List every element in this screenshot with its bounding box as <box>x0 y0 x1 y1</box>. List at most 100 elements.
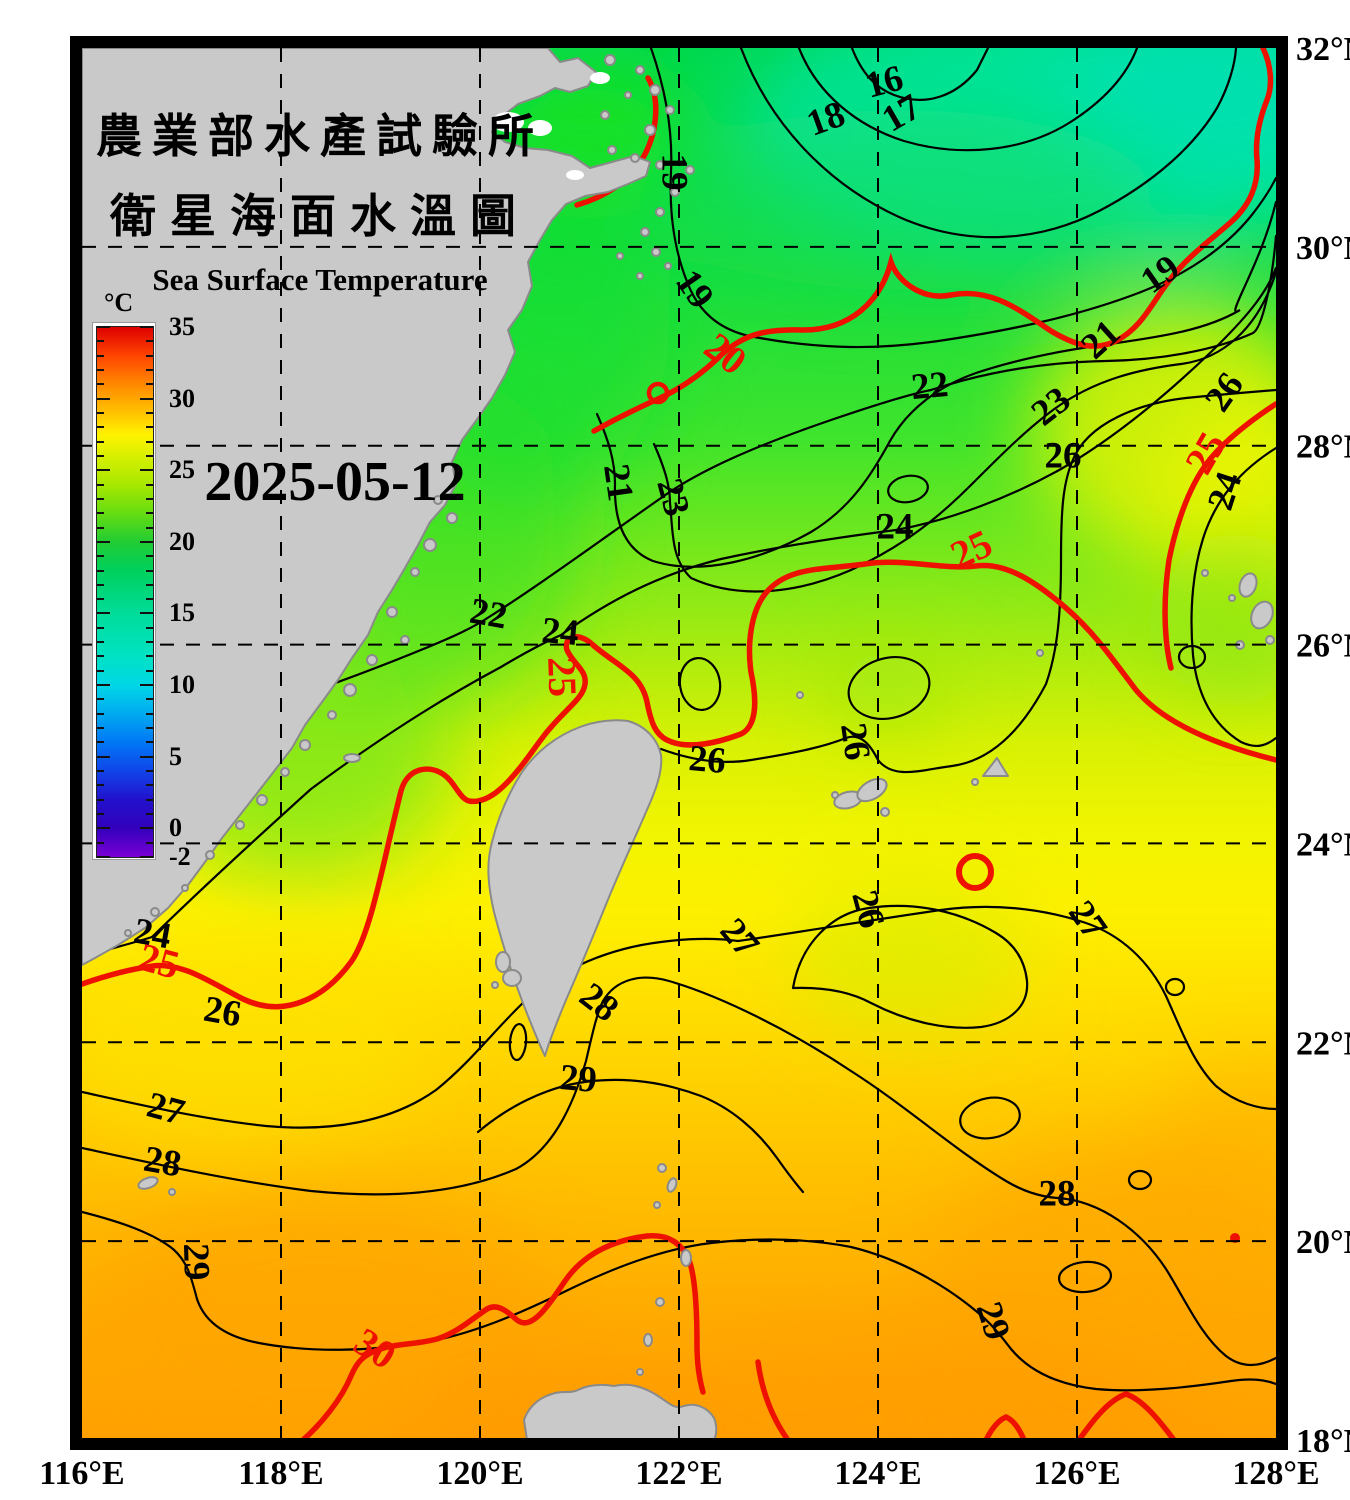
colorbar-tick-label-35: 35 <box>169 312 195 341</box>
temperature-colorbar: °C 35 30 25 20 15 10 5 0 -2 <box>92 288 195 871</box>
colorbar-tick <box>146 440 153 443</box>
colorbar-tick-label-5: 5 <box>169 741 182 771</box>
colorbar-tick <box>146 583 153 586</box>
colorbar-tick <box>97 641 104 644</box>
lon-label-122: 122°E <box>635 1455 722 1492</box>
isotherm-label-26: 26 <box>201 989 245 1036</box>
isotherm-label-22: 22 <box>910 364 950 408</box>
land-masses <box>82 48 1275 1440</box>
isotherm-label-29: 29 <box>175 1243 217 1281</box>
colorbar-tick <box>97 326 110 328</box>
isotherm-label-21: 21 <box>595 461 641 503</box>
lon-label-116: 116°E <box>39 1455 124 1492</box>
colorbar-tick <box>146 383 153 386</box>
colorbar-tick <box>97 712 104 715</box>
lat-label-32: 32°N <box>1296 31 1350 68</box>
colorbar-tick <box>97 540 110 543</box>
colorbar-tick <box>140 612 153 615</box>
colorbar-tick <box>97 856 110 858</box>
lon-label-128: 128°E <box>1232 1455 1319 1492</box>
colorbar-tick-label-30: 30 <box>169 383 195 413</box>
lon-label-124: 124°E <box>834 1455 921 1492</box>
lat-label-24: 24°N <box>1296 826 1350 863</box>
lat-label-26: 26°N <box>1296 628 1350 665</box>
axis-label-layer: 32°N 30°N 28°N 26°N 24°N 22°N 20°N 18°N 116°E 118… <box>39 31 1350 1492</box>
colorbar-tick <box>97 626 104 629</box>
colorbar-frame: 35 30 25 20 15 10 5 0 -2 <box>92 312 195 871</box>
isotherm-label-28: 28 <box>1039 1173 1076 1214</box>
colorbar-tick <box>97 469 110 472</box>
colorbar-tick <box>146 483 153 486</box>
colorbar-tick <box>146 497 153 500</box>
colorbar-tick <box>146 340 153 343</box>
colorbar-tick-label-20: 20 <box>169 526 195 556</box>
colorbar-tick <box>146 770 153 773</box>
colorbar-unit-label: °C <box>104 288 134 317</box>
lon-label-126: 126°E <box>1033 1455 1120 1492</box>
colorbar-tick <box>146 598 153 601</box>
lon-label-120: 120°E <box>436 1455 523 1492</box>
colorbar-tick <box>97 440 104 443</box>
colorbar-tick <box>97 368 104 371</box>
colorbar-tick <box>146 569 153 572</box>
isotherm-label-26: 26 <box>1045 435 1082 476</box>
colorbar-tick <box>146 698 153 701</box>
colorbar-tick <box>146 626 153 629</box>
colorbar-tick <box>97 569 104 572</box>
colorbar-tick <box>97 698 104 701</box>
colorbar-tick <box>146 655 153 658</box>
colorbar-tick <box>140 755 153 758</box>
lat-label-30: 30°N <box>1296 230 1350 267</box>
isotherm-label-24: 24 <box>540 610 580 654</box>
graticule-gridlines <box>82 48 1276 1440</box>
colorbar-tick <box>146 841 153 844</box>
colorbar-tick <box>146 512 153 515</box>
no-data-patches <box>492 72 610 180</box>
isotherm-label-29: 29 <box>558 1057 598 1101</box>
colorbar-tick <box>140 827 153 830</box>
colorbar-tick <box>140 469 153 472</box>
lat-label-20: 20°N <box>1296 1224 1350 1261</box>
colorbar-tick <box>97 784 104 787</box>
colorbar-tick <box>146 555 153 558</box>
isotherm-label-26: 26 <box>687 738 727 782</box>
colorbar-tick <box>97 612 110 615</box>
colorbar-tick <box>97 813 104 816</box>
colorbar-tick <box>97 526 104 529</box>
colorbar-tick <box>146 741 153 744</box>
colorbar-tick <box>146 526 153 529</box>
map-title-english: Sea Surface Temperature <box>152 262 488 297</box>
taiwan-island <box>487 719 663 1057</box>
colorbar-tick <box>146 784 153 787</box>
colorbar-tick <box>97 426 104 429</box>
colorbar-tick <box>97 397 110 400</box>
lat-label-28: 28°N <box>1296 429 1350 466</box>
colorbar-tick <box>146 426 153 429</box>
black-isotherm-contours <box>82 48 1276 1392</box>
colorbar-gradient: 35 30 25 20 15 10 5 0 -2 <box>96 312 195 871</box>
colorbar-tick <box>140 397 153 400</box>
isotherm-label-24: 24 <box>877 506 914 547</box>
colorbar-tick-label-25: 25 <box>169 455 195 485</box>
colorbar-tick <box>97 497 104 500</box>
colorbar-tick <box>97 340 104 343</box>
colorbar-tick <box>97 741 104 744</box>
colorbar-tick <box>97 841 104 844</box>
colorbar-tick <box>146 669 153 672</box>
lon-label-118: 118°E <box>238 1455 323 1492</box>
colorbar-tick-label-15: 15 <box>169 598 195 628</box>
red-isotherm-contours <box>82 48 1276 1440</box>
map-frame <box>70 36 1288 1450</box>
colorbar-tick <box>97 483 104 486</box>
colorbar-tick <box>97 512 104 515</box>
colorbar-tick <box>140 326 153 328</box>
isotherm-label-25-red: 25 <box>539 656 585 698</box>
isotherm-label-26: 26 <box>832 720 878 762</box>
colorbar-tick <box>140 684 153 687</box>
colorbar-tick <box>97 770 104 773</box>
colorbar-tick-label-0: 0 <box>169 813 182 843</box>
colorbar-tick <box>97 798 104 801</box>
colorbar-tick <box>97 727 104 730</box>
